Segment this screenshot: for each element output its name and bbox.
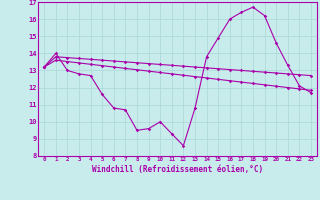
X-axis label: Windchill (Refroidissement éolien,°C): Windchill (Refroidissement éolien,°C) — [92, 165, 263, 174]
